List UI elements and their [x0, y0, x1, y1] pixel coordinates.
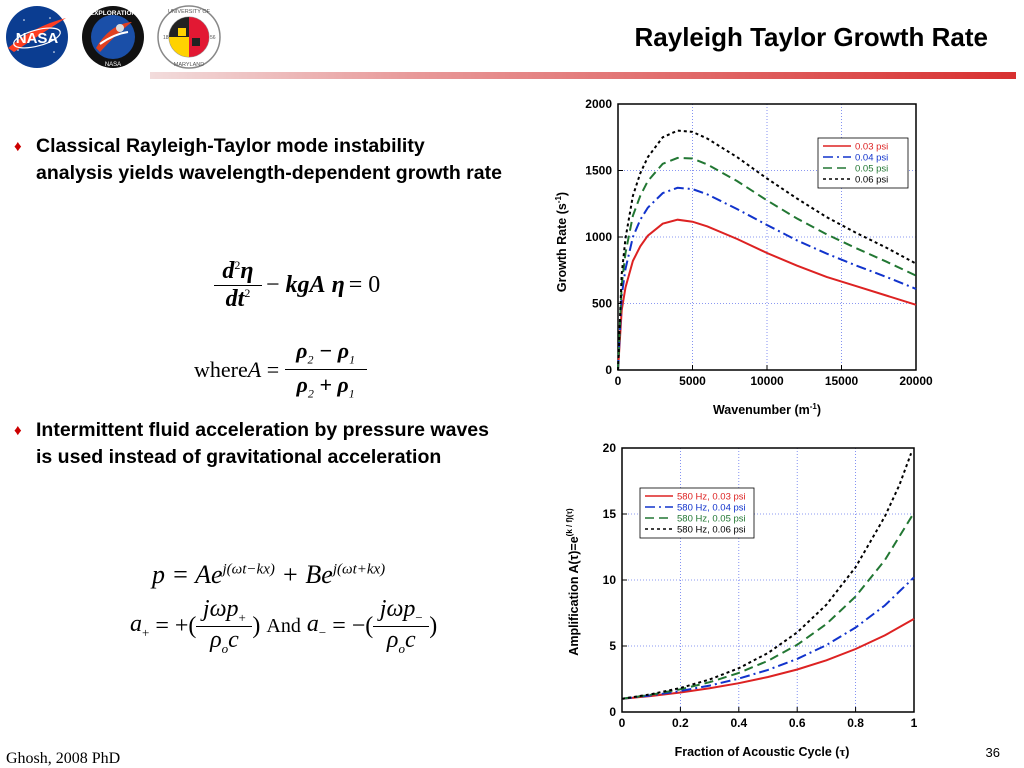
umd-seal-year-left: 18: [163, 35, 169, 41]
x-tick-label: 0.2: [672, 716, 689, 730]
series-line-4: [621, 452, 913, 700]
y-tick-label: 1500: [585, 164, 612, 178]
umd-seal-logo: UNIVERSITY OF MARYLAND 18 56: [157, 5, 221, 69]
chart2-xlabel: Fraction of Acoustic Cycle (τ): [675, 745, 850, 759]
series-line-3: [617, 156, 917, 371]
x-tick-label: 0: [619, 716, 626, 730]
legend-label: 0.05 psi: [855, 164, 888, 175]
exploration-logo-text: EXPLORATION: [90, 10, 137, 17]
bullet-2: ♦ Intermittent fluid acceleration by pres…: [14, 417, 504, 471]
nasa-logo: NASA: [6, 6, 68, 68]
bullet-text: Intermittent fluid acceleration by press…: [36, 419, 489, 468]
series-line-4: [617, 129, 917, 371]
legend-label: 580 Hz, 0.05 psi: [677, 514, 746, 525]
series-line-3: [621, 512, 915, 700]
y-tick-label: 2000: [585, 97, 612, 111]
equation-acceleration: a+ = +( jωp+ ρoc ) And a− = −( jωp− ρoc …: [130, 596, 438, 656]
equation-growth: d2η dt2 − kgA η = 0: [214, 258, 380, 313]
legend-label: 0.06 psi: [855, 175, 888, 186]
chart1-xlabel: Wavenumber (m-1): [713, 402, 821, 417]
x-tick-label: 15000: [825, 374, 859, 388]
x-tick-label: 5000: [679, 374, 706, 388]
legend-label: 580 Hz, 0.06 psi: [677, 525, 746, 536]
legend-label: 580 Hz, 0.04 psi: [677, 503, 746, 514]
legend-label: 580 Hz, 0.03 psi: [677, 492, 746, 503]
y-tick-label: 5: [609, 639, 616, 653]
umd-seal-year-right: 56: [210, 35, 216, 41]
equation-pressure-wave: p = Aej(ωt−kx) + Bej(ωt+kx): [152, 560, 386, 589]
x-tick-label: 0: [615, 374, 622, 388]
umd-seal-top: UNIVERSITY OF: [168, 9, 211, 15]
bullet-diamond-icon: ♦: [14, 138, 22, 155]
chart1-grid: [618, 104, 916, 370]
x-tick-label: 0.6: [789, 716, 806, 730]
series-line-2: [617, 186, 917, 371]
x-tick-label: 0.4: [730, 716, 747, 730]
bullet-text: Classical Rayleigh-Taylor mode instabili…: [36, 135, 502, 184]
equation-atwood: where A = ρ2 − ρ1 ρ2 + ρ1: [194, 338, 367, 402]
x-tick-label: 10000: [750, 374, 784, 388]
x-tick-label: 1: [911, 716, 918, 730]
y-tick-label: 0: [609, 705, 616, 719]
nasa-logo-text: NASA: [16, 30, 59, 47]
exploration-logo-bottom: NASA: [105, 62, 121, 68]
series-line-1: [621, 618, 915, 700]
chart1-ylabel: Growth Rate (s-1): [554, 192, 569, 292]
bullet-1: ♦ Classical Rayleigh-Taylor mode instabil…: [14, 133, 504, 187]
y-tick-label: 15: [603, 507, 617, 521]
growth-rate-chart: 0 5000 10000 15000 20000 0 500 1000 1500 2000 0.0…: [554, 97, 933, 417]
equation-where: where: [194, 356, 248, 382]
legend-label: 0.04 psi: [855, 153, 888, 164]
series-line-2: [621, 576, 915, 700]
umd-seal-bottom: MARYLAND: [174, 62, 204, 68]
equation-rhs: = 0: [348, 272, 381, 298]
y-tick-label: 0: [605, 363, 612, 377]
y-tick-label: 500: [592, 297, 612, 311]
footer-citation: Ghosh, 2008 PhD: [6, 750, 121, 767]
x-tick-label: 20000: [899, 374, 933, 388]
legend-label: 0.03 psi: [855, 142, 888, 153]
y-tick-label: 10: [603, 573, 617, 587]
y-tick-label: 1000: [585, 230, 612, 244]
x-tick-label: 0.8: [847, 716, 864, 730]
bullet-diamond-icon: ♦: [14, 422, 22, 439]
page-number: 36: [985, 745, 1000, 760]
header-rule: [150, 72, 1016, 79]
chart2-ylabel: Amplification A(τ)=e(k / f)(τ): [565, 508, 581, 656]
series-line-1: [617, 218, 917, 371]
exploration-logo: EXPLORATION NASA: [82, 6, 144, 68]
equation-and: And: [266, 614, 301, 637]
page-title: Rayleigh Taylor Growth Rate: [634, 22, 988, 52]
y-tick-label: 20: [603, 441, 617, 455]
